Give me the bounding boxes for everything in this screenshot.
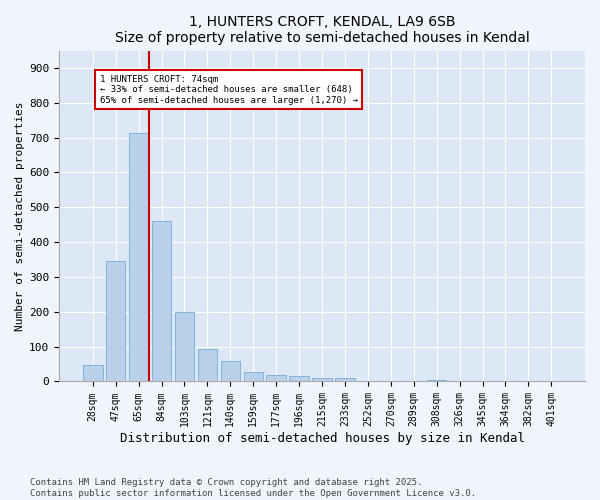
Bar <box>313 378 332 382</box>
Bar <box>244 372 263 382</box>
Bar <box>152 220 172 382</box>
Bar <box>129 134 148 382</box>
Bar <box>175 312 194 382</box>
Bar <box>221 361 240 382</box>
Bar <box>106 262 125 382</box>
Text: Contains HM Land Registry data © Crown copyright and database right 2025.
Contai: Contains HM Land Registry data © Crown c… <box>30 478 476 498</box>
Bar <box>197 350 217 382</box>
Bar <box>289 376 309 382</box>
Bar <box>83 365 103 382</box>
Text: 1 HUNTERS CROFT: 74sqm
← 33% of semi-detached houses are smaller (648)
65% of se: 1 HUNTERS CROFT: 74sqm ← 33% of semi-det… <box>100 75 358 104</box>
Bar <box>335 378 355 382</box>
Y-axis label: Number of semi-detached properties: Number of semi-detached properties <box>15 102 25 331</box>
Bar <box>427 380 446 382</box>
X-axis label: Distribution of semi-detached houses by size in Kendal: Distribution of semi-detached houses by … <box>119 432 524 445</box>
Title: 1, HUNTERS CROFT, KENDAL, LA9 6SB
Size of property relative to semi-detached hou: 1, HUNTERS CROFT, KENDAL, LA9 6SB Size o… <box>115 15 529 45</box>
Bar <box>266 374 286 382</box>
